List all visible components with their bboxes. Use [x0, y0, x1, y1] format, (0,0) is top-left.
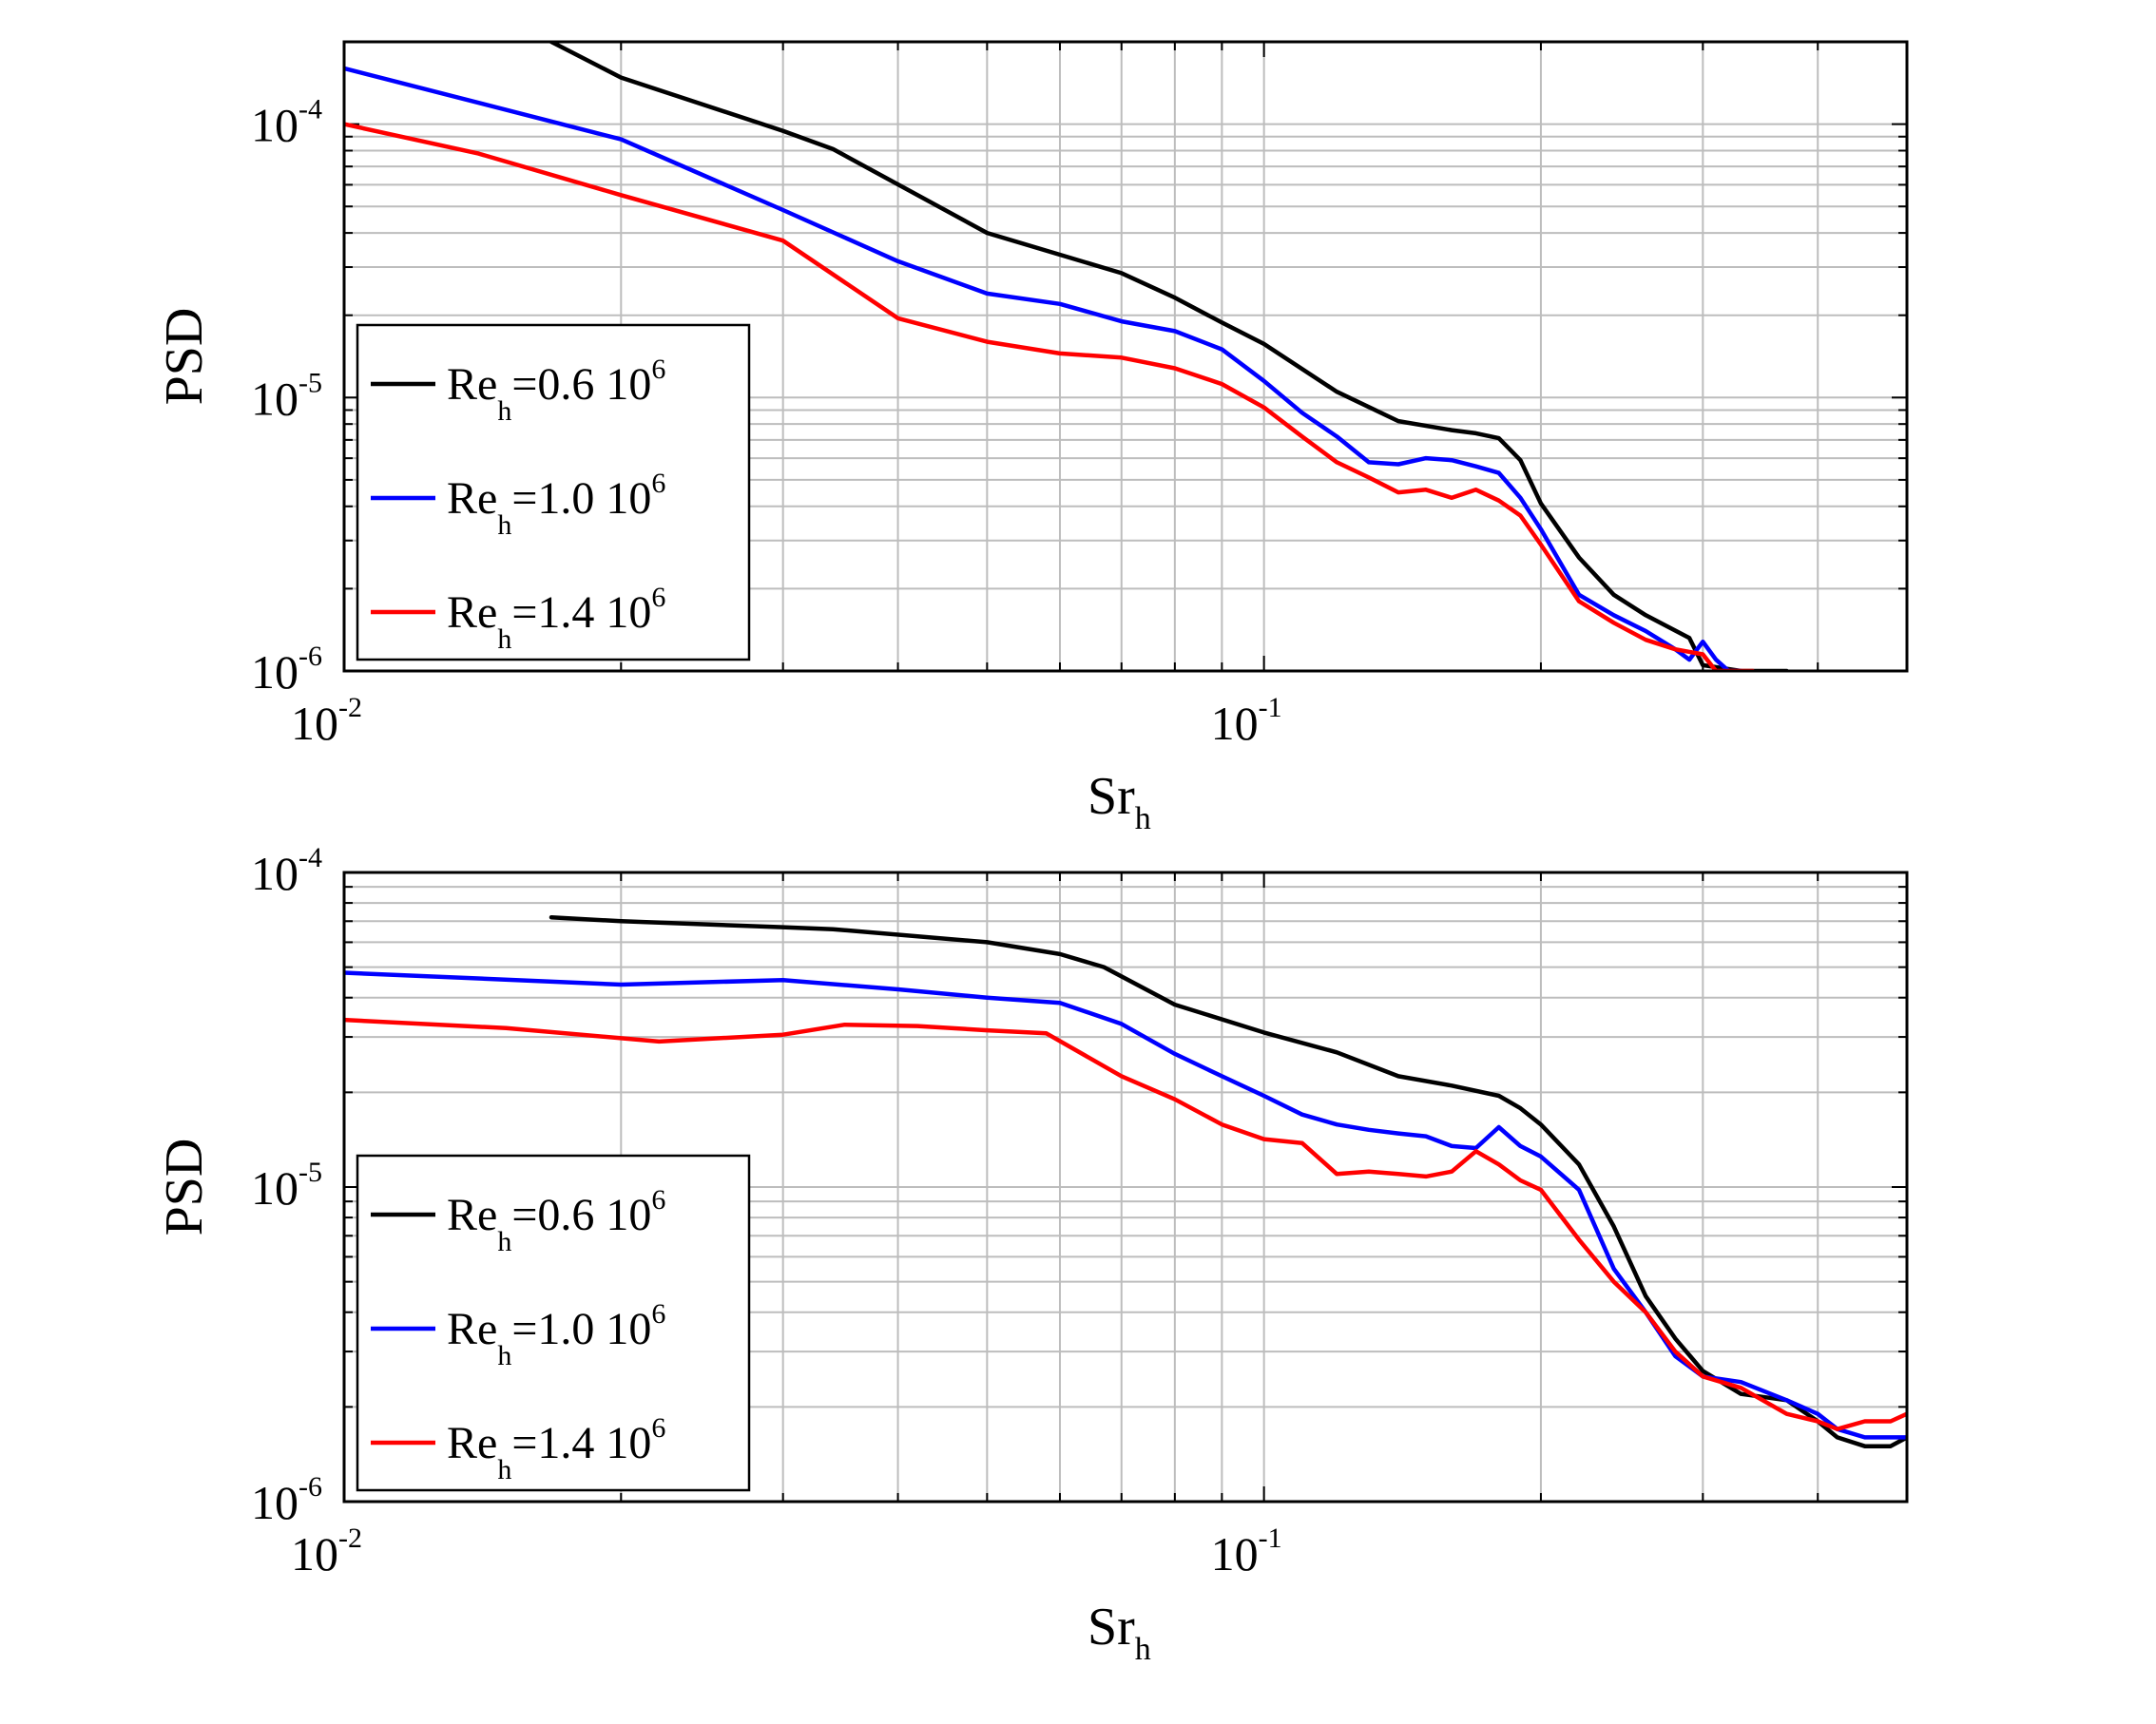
legend-label-3: Reh=1.4 106 — [447, 582, 665, 655]
x-tick-label: 10-2 — [291, 1523, 362, 1580]
legend: Reh=0.6 106 Reh=1.0 106 Reh=1.4 106 — [356, 323, 751, 661]
grid — [344, 42, 1907, 671]
axes-frame — [342, 871, 1909, 1504]
x-axis-label: Srh — [1088, 1598, 1151, 1667]
y-tick-label: 10-6 — [251, 1471, 322, 1529]
legend-label-3: Reh=1.4 106 — [447, 1412, 665, 1485]
series-line-1 — [549, 42, 1789, 671]
series-line-2 — [344, 970, 1907, 1440]
x-tick-label: 10-2 — [291, 692, 362, 750]
legend-label-1: Reh=0.6 106 — [447, 354, 665, 427]
axes-frame — [342, 40, 1909, 673]
series-group — [344, 42, 1789, 671]
x-tick-label: 10-1 — [1211, 692, 1282, 750]
legend-box — [356, 1154, 751, 1492]
legend-label-2: Reh=1.0 106 — [447, 468, 665, 541]
legend-label-2: Reh=1.0 106 — [447, 1298, 665, 1371]
x-axis-label: Srh — [1088, 767, 1151, 836]
y-axis-label: PSD — [155, 1139, 214, 1236]
y-tick-label: 10-5 — [251, 1157, 322, 1215]
legend-box — [356, 323, 751, 661]
series-line-2 — [344, 66, 1743, 671]
legend-label-1: Reh=0.6 106 — [447, 1184, 665, 1257]
series-group — [344, 914, 1907, 1448]
legend: Reh=0.6 106 Reh=1.0 106 Reh=1.4 106 — [356, 1154, 751, 1492]
series-line-3 — [344, 122, 1756, 671]
x-tick-label: 10-1 — [1211, 1523, 1282, 1580]
y-tick-label: 10-5 — [251, 367, 322, 425]
y-tick-label: 10-6 — [251, 641, 322, 699]
y-axis-label: PSD — [155, 308, 214, 406]
y-tick-label: 10-4 — [251, 94, 322, 152]
y-tick-label: 10-4 — [251, 842, 322, 900]
series-line-1 — [549, 914, 1907, 1448]
grid — [344, 872, 1907, 1502]
series-line-3 — [344, 1017, 1907, 1431]
